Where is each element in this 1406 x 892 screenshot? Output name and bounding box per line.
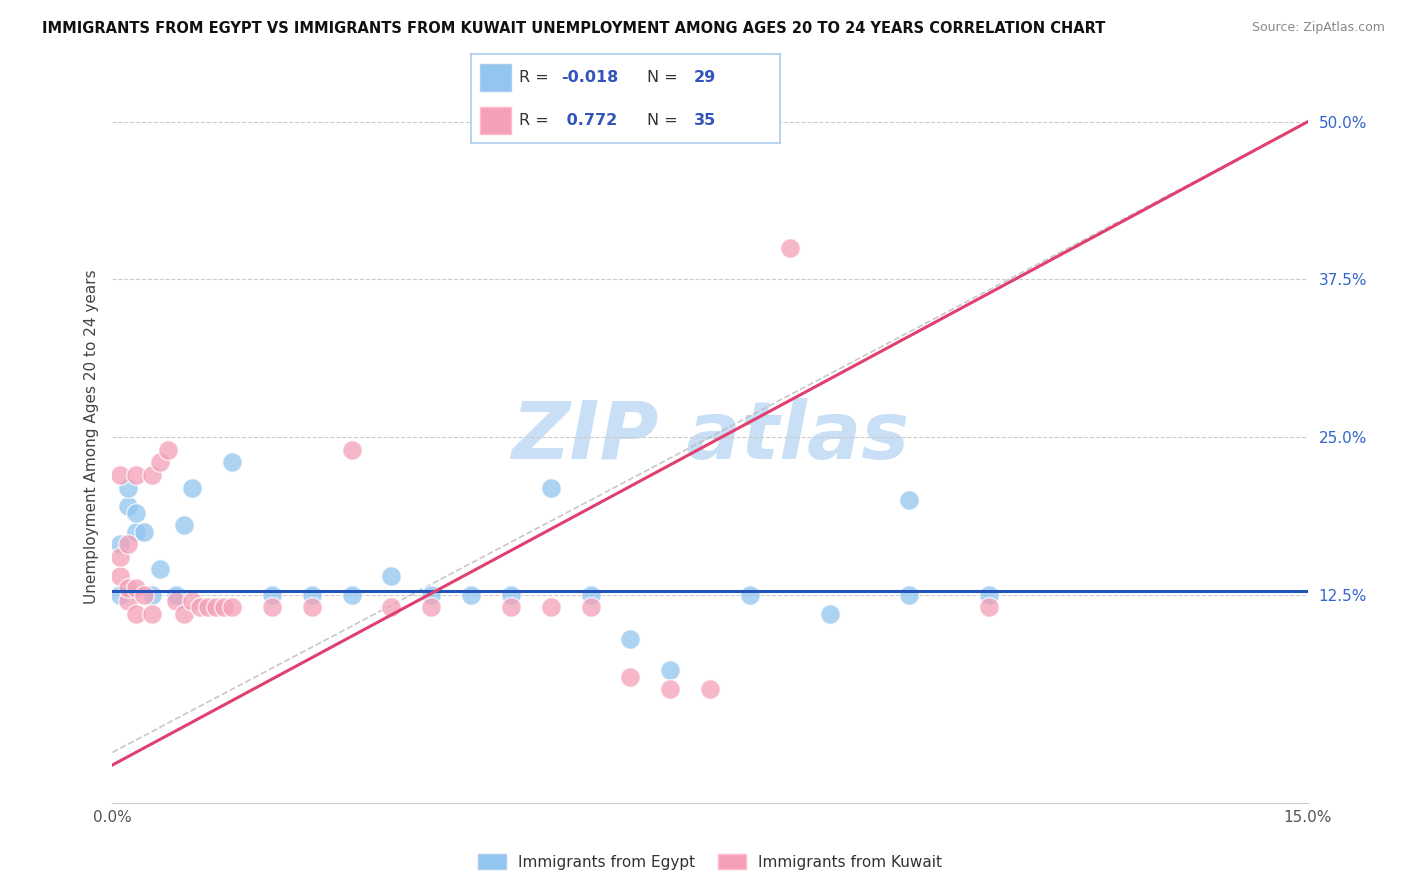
Point	[380, 600, 402, 615]
Point	[977, 600, 1000, 615]
Point	[134, 588, 156, 602]
Text: N =: N =	[647, 70, 678, 85]
Point	[301, 600, 323, 615]
Point	[260, 588, 283, 602]
Point	[117, 500, 139, 514]
Point	[125, 506, 148, 520]
Point	[738, 588, 761, 602]
Point	[181, 594, 204, 608]
Point	[110, 549, 132, 564]
Point	[212, 600, 235, 615]
Point	[221, 455, 243, 469]
Point	[141, 607, 163, 621]
Text: 0.772: 0.772	[561, 113, 617, 128]
Point	[260, 600, 283, 615]
Point	[173, 607, 195, 621]
Point	[125, 582, 148, 596]
Text: Source: ZipAtlas.com: Source: ZipAtlas.com	[1251, 21, 1385, 34]
Point	[579, 600, 602, 615]
Point	[117, 481, 139, 495]
Text: 29: 29	[693, 70, 716, 85]
Text: ZIP atlas: ZIP atlas	[510, 398, 910, 476]
Point	[380, 569, 402, 583]
Point	[149, 455, 172, 469]
Point	[125, 607, 148, 621]
Point	[420, 588, 443, 602]
Point	[165, 588, 187, 602]
Point	[181, 481, 204, 495]
Text: 35: 35	[693, 113, 716, 128]
Point	[141, 467, 163, 482]
Point	[898, 493, 921, 508]
Text: -0.018: -0.018	[561, 70, 619, 85]
Point	[221, 600, 243, 615]
Point	[699, 682, 721, 697]
Point	[110, 537, 132, 551]
Legend: Immigrants from Egypt, Immigrants from Kuwait: Immigrants from Egypt, Immigrants from K…	[472, 847, 948, 876]
Point	[898, 588, 921, 602]
Point	[579, 588, 602, 602]
Point	[540, 600, 562, 615]
Point	[619, 670, 641, 684]
Text: IMMIGRANTS FROM EGYPT VS IMMIGRANTS FROM KUWAIT UNEMPLOYMENT AMONG AGES 20 TO 24: IMMIGRANTS FROM EGYPT VS IMMIGRANTS FROM…	[42, 21, 1105, 36]
Point	[110, 588, 132, 602]
Point	[157, 442, 180, 457]
Point	[460, 588, 482, 602]
Y-axis label: Unemployment Among Ages 20 to 24 years: Unemployment Among Ages 20 to 24 years	[83, 269, 98, 605]
Point	[659, 664, 682, 678]
Point	[499, 600, 522, 615]
Point	[205, 600, 228, 615]
Text: R =: R =	[519, 70, 548, 85]
Point	[779, 241, 801, 255]
Point	[499, 588, 522, 602]
FancyBboxPatch shape	[481, 107, 512, 134]
Point	[188, 600, 211, 615]
Point	[197, 600, 219, 615]
Point	[117, 594, 139, 608]
Point	[420, 600, 443, 615]
Point	[141, 588, 163, 602]
Point	[340, 442, 363, 457]
Point	[540, 481, 562, 495]
Point	[301, 588, 323, 602]
Point	[134, 524, 156, 539]
Point	[619, 632, 641, 646]
Point	[117, 582, 139, 596]
Point	[818, 607, 841, 621]
Point	[149, 562, 172, 576]
Point	[659, 682, 682, 697]
Point	[125, 524, 148, 539]
Point	[125, 467, 148, 482]
Point	[173, 518, 195, 533]
Point	[110, 467, 132, 482]
Point	[977, 588, 1000, 602]
Point	[117, 537, 139, 551]
Text: N =: N =	[647, 113, 678, 128]
Point	[165, 594, 187, 608]
Point	[340, 588, 363, 602]
Text: R =: R =	[519, 113, 548, 128]
FancyBboxPatch shape	[481, 64, 512, 91]
Point	[110, 569, 132, 583]
